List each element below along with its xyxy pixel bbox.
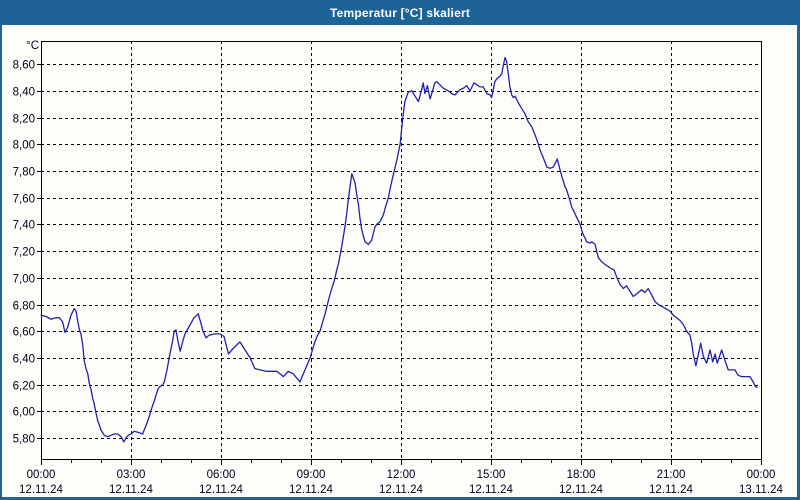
y-tick-label: 8,00 [13,140,35,152]
x-tick-time-label: 12:00 [387,469,416,481]
x-tick-date-label: 12.11.24 [289,484,334,496]
y-tick-label: 7,60 [13,194,35,206]
y-tick-label: 8,60 [13,60,35,72]
x-tick-time-label: 18:00 [567,469,596,481]
x-tick-time-label: 09:00 [297,469,326,481]
x-tick-date-label: 12.11.24 [469,484,514,496]
x-tick-date-label: 12.11.24 [199,484,244,496]
window-title: Temperatur [°C] skaliert [329,5,471,20]
x-tick-time-label: 00:00 [27,469,56,481]
x-tick-date-label: 13.11.24 [739,484,784,496]
y-tick-label: 6,80 [13,301,35,313]
temperature-chart: 5,80 6,00 6,20 6,40 6,60 6,80 7,00 7,20 7,40 7,60… [13,40,784,496]
y-tick-label: 8,40 [13,87,35,99]
y-tick-label: 7,00 [13,274,35,286]
plot-frame [41,41,762,460]
y-tick-label: 6,20 [13,381,35,393]
chart-client-area: 5,80 6,00 6,20 6,40 6,60 6,80 7,00 7,20 7,40 7,60… [2,25,797,497]
x-tick-date-label: 12.11.24 [109,484,154,496]
temperature-line [40,56,758,443]
x-tick-date-label: 12.11.24 [19,484,64,496]
x-tick-time-label: 21:00 [657,469,686,481]
x-tick-time-label: 03:00 [117,469,146,481]
x-tick-date-label: 12.11.24 [649,484,694,496]
y-axis-unit-label: °C [26,40,39,52]
y-tick-label: 7,40 [13,220,35,232]
x-tick-time-label: 00:00 [747,469,776,481]
y-tick-label: 5,80 [13,434,35,446]
x-tick-date-label: 12.11.24 [559,484,604,496]
y-tick-label: 6,60 [13,327,35,339]
y-tick-label: 7,20 [13,247,35,259]
x-tick-time-label: 06:00 [207,469,236,481]
title-bar[interactable]: Temperatur [°C] skaliert [0,0,800,25]
x-tick-time-label: 15:00 [477,469,506,481]
y-tick-label: 6,40 [13,354,35,366]
y-tick-label: 8,20 [13,114,35,126]
x-tick-date-label: 12.11.24 [379,484,424,496]
y-tick-label: 7,80 [13,167,35,179]
y-tick-label: 6,00 [13,407,35,419]
